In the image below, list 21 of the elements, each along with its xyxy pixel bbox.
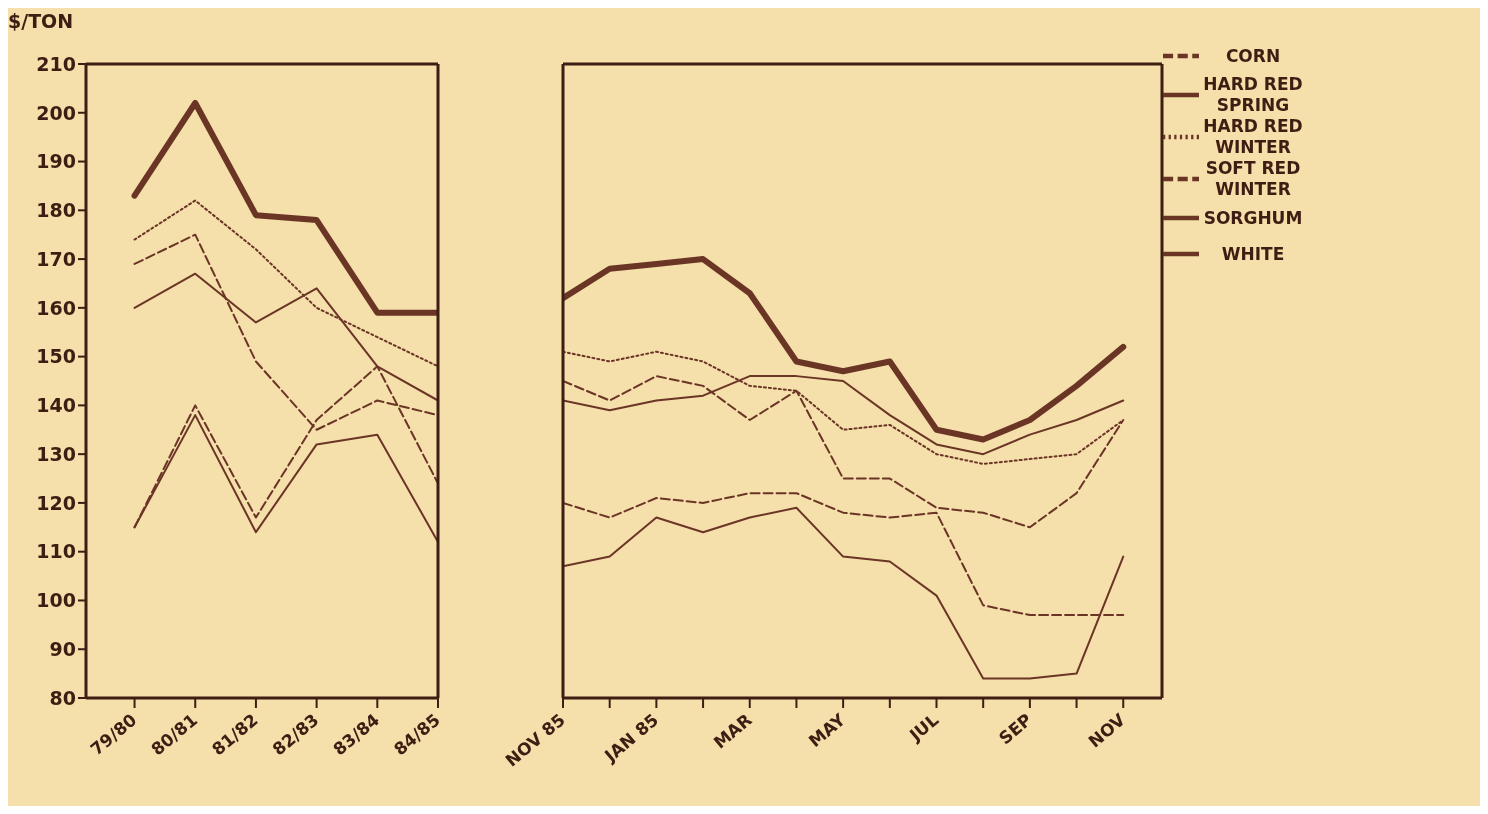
y-tick-label: 150 [36, 345, 76, 368]
y-tick-label: 170 [36, 247, 76, 270]
y-tick-label: 100 [36, 589, 76, 612]
y-tick-label: 90 [49, 637, 76, 660]
y-tick-label: 180 [36, 199, 76, 222]
y-tick-label: 120 [36, 491, 76, 514]
legend-label: HARD RED SPRING [1203, 74, 1303, 116]
y-tick-label: 200 [36, 101, 76, 124]
legend-label: WHITE [1220, 243, 1286, 265]
legend-label: SORGHUM [1203, 207, 1303, 229]
y-tick-label: 140 [36, 394, 76, 417]
y-tick-label: 190 [36, 150, 76, 173]
legend-label: CORN [1224, 45, 1282, 67]
y-tick-label: 160 [36, 296, 76, 319]
y-tick-label: 130 [36, 442, 76, 465]
y-tick-label: 110 [36, 540, 76, 563]
legend-label: SOFT RED WINTER [1204, 158, 1302, 200]
legend-label: HARD RED WINTER [1203, 116, 1303, 158]
y-axis-title: $/TON [8, 10, 74, 32]
y-tick-label: 210 [36, 52, 76, 75]
y-tick-label: 80 [49, 686, 76, 709]
